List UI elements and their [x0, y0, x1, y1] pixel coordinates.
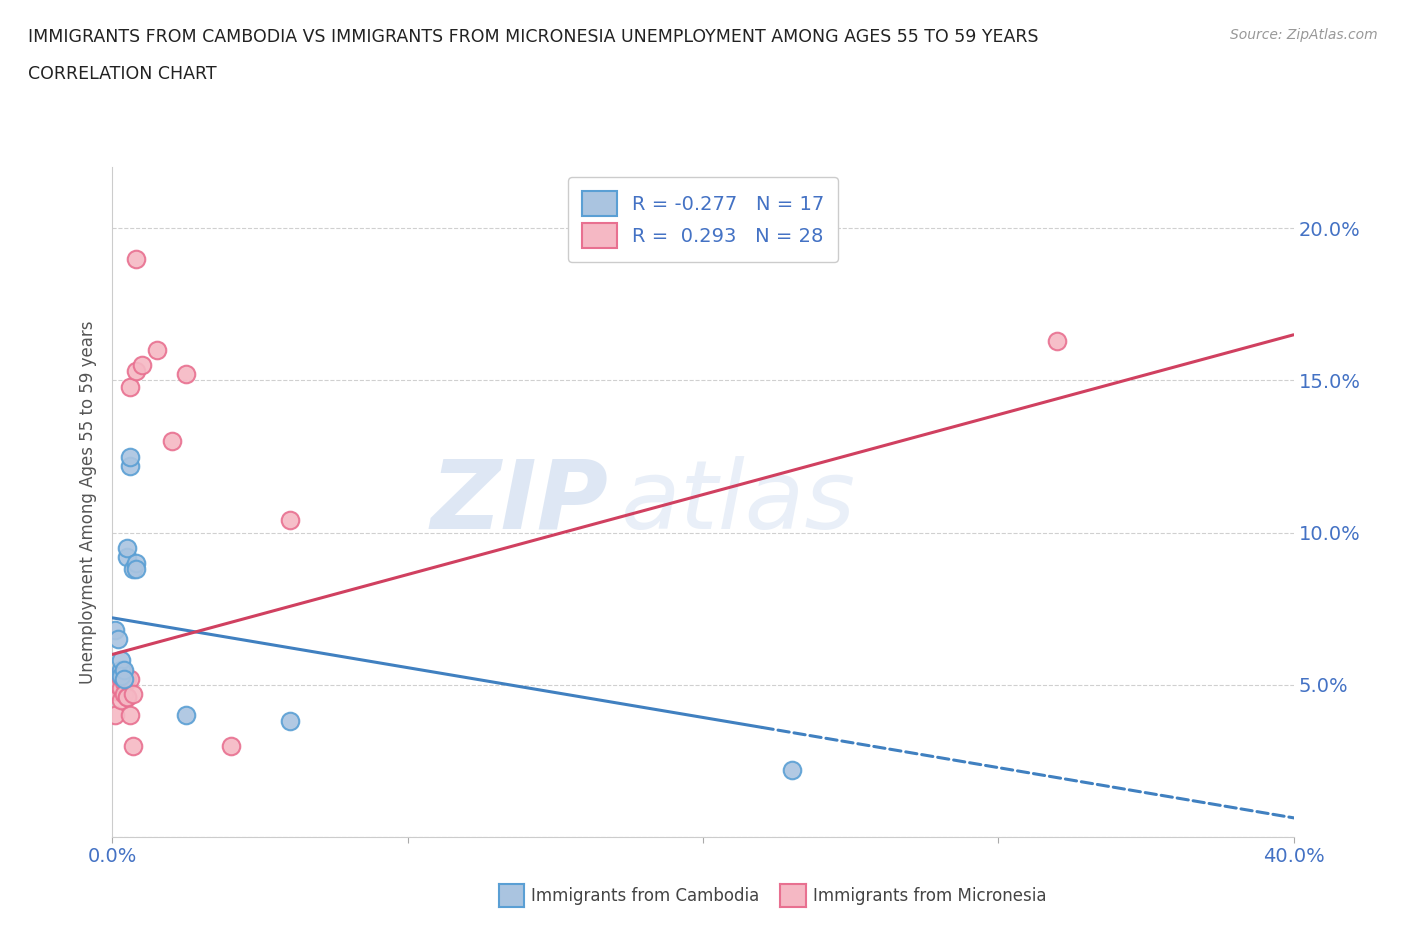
- Point: [131, 358, 153, 373]
- Text: ZIP: ZIP: [430, 456, 609, 549]
- Point: [125, 555, 148, 570]
- Point: [174, 708, 197, 723]
- Point: [780, 763, 803, 777]
- Point: [110, 693, 132, 708]
- Point: [104, 622, 127, 637]
- Point: [117, 689, 138, 704]
- Point: [120, 449, 142, 464]
- Point: [122, 738, 145, 753]
- Point: [122, 562, 145, 577]
- Point: [112, 665, 135, 680]
- Text: Source: ZipAtlas.com: Source: ZipAtlas.com: [1230, 28, 1378, 42]
- Point: [110, 669, 132, 684]
- Point: [117, 540, 138, 555]
- Point: [110, 671, 132, 686]
- Point: [160, 434, 183, 449]
- Point: [117, 689, 138, 704]
- Point: [1046, 334, 1069, 349]
- Point: [104, 684, 127, 698]
- Point: [120, 671, 142, 686]
- Point: [117, 550, 138, 565]
- Point: [146, 342, 169, 357]
- Point: [112, 686, 135, 701]
- Y-axis label: Unemployment Among Ages 55 to 59 years: Unemployment Among Ages 55 to 59 years: [79, 321, 97, 684]
- Point: [117, 671, 138, 686]
- Point: [125, 364, 148, 379]
- Point: [278, 714, 301, 729]
- Point: [219, 738, 242, 753]
- Point: [125, 562, 148, 577]
- Point: [112, 662, 135, 677]
- Text: atlas: atlas: [620, 456, 855, 549]
- Point: [107, 631, 129, 646]
- Point: [112, 674, 135, 689]
- Point: [107, 669, 129, 684]
- Point: [120, 379, 142, 394]
- Point: [110, 681, 132, 696]
- Text: Immigrants from Cambodia: Immigrants from Cambodia: [531, 886, 759, 905]
- Text: CORRELATION CHART: CORRELATION CHART: [28, 65, 217, 83]
- Point: [104, 708, 127, 723]
- Text: Immigrants from Micronesia: Immigrants from Micronesia: [813, 886, 1046, 905]
- Point: [120, 458, 142, 473]
- Point: [112, 671, 135, 686]
- Point: [110, 662, 132, 677]
- Text: IMMIGRANTS FROM CAMBODIA VS IMMIGRANTS FROM MICRONESIA UNEMPLOYMENT AMONG AGES 5: IMMIGRANTS FROM CAMBODIA VS IMMIGRANTS F…: [28, 28, 1039, 46]
- Point: [107, 677, 129, 692]
- Point: [122, 686, 145, 701]
- Point: [278, 513, 301, 528]
- Legend: R = -0.277   N = 17, R =  0.293   N = 28: R = -0.277 N = 17, R = 0.293 N = 28: [568, 177, 838, 262]
- Point: [110, 653, 132, 668]
- Point: [104, 677, 127, 692]
- Point: [125, 251, 148, 266]
- Point: [120, 708, 142, 723]
- Point: [174, 367, 197, 382]
